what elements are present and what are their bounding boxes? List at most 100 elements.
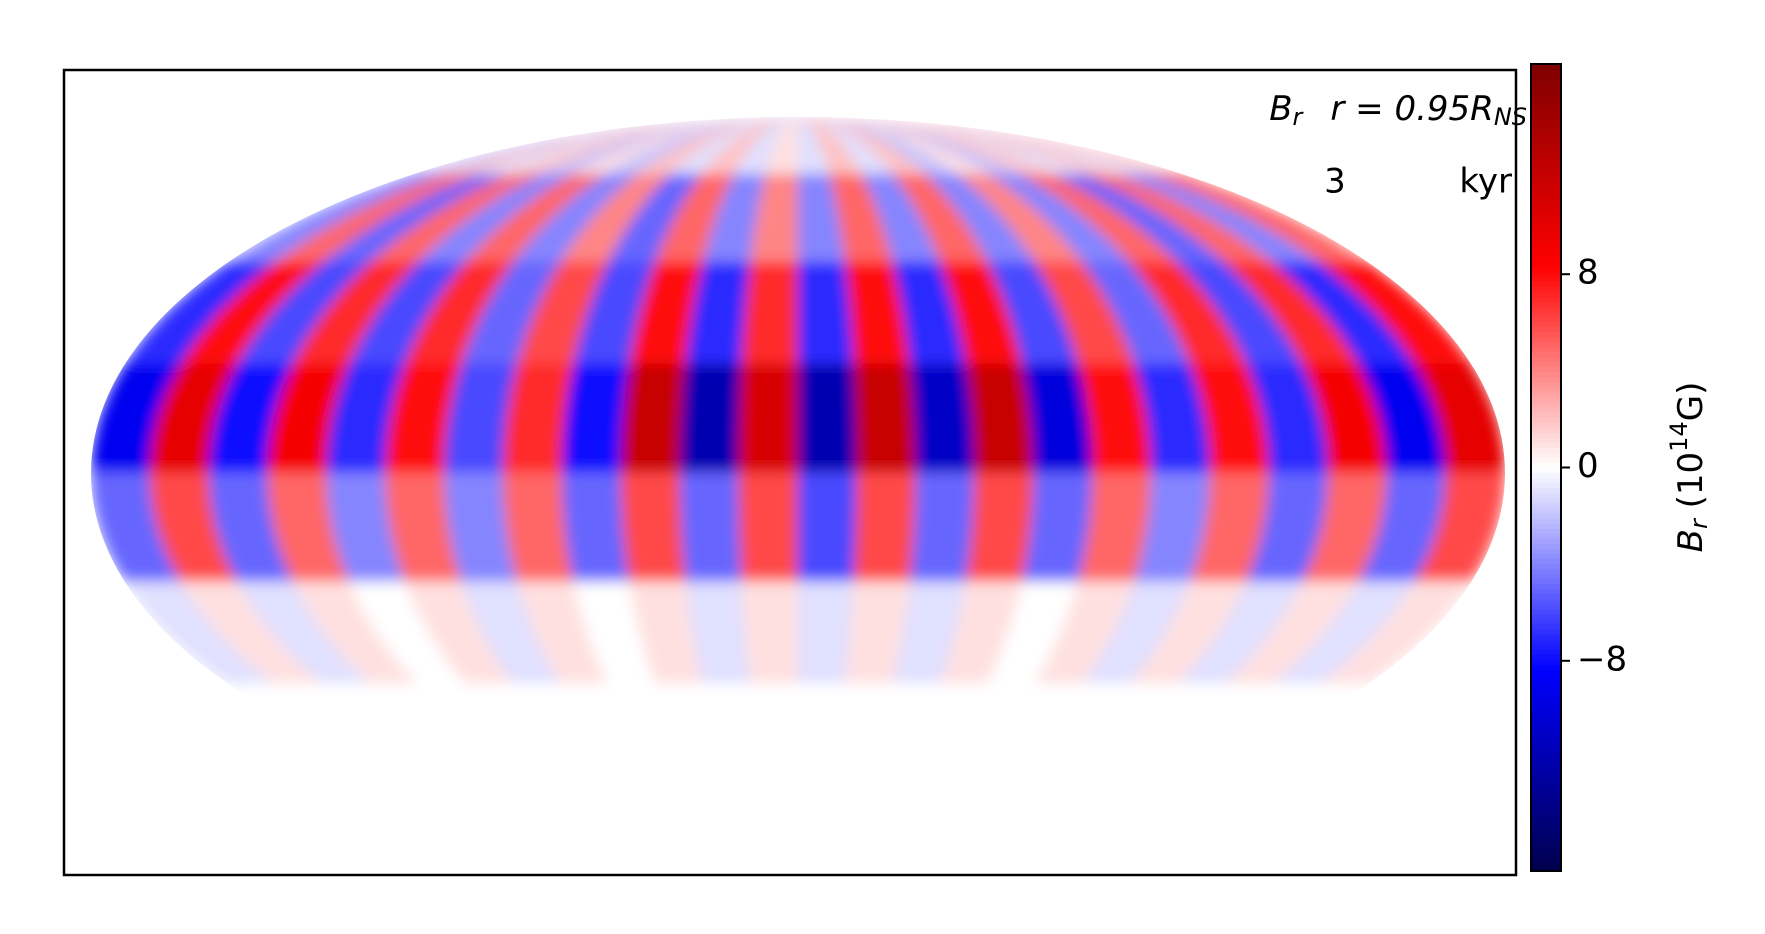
colorbar-step	[1531, 99, 1561, 105]
colorbar-step	[1531, 351, 1561, 358]
colorbar-step	[1531, 704, 1561, 711]
colorbar-step	[1531, 235, 1561, 242]
colorbar-step	[1531, 477, 1561, 484]
colorbar-step	[1531, 820, 1561, 827]
field-cell	[620, 472, 687, 583]
colorbar-step	[1531, 775, 1561, 781]
colorbar-step	[1531, 280, 1561, 287]
colorbar-step	[1531, 739, 1561, 746]
colorbar-step	[1531, 205, 1561, 211]
colorbar-step	[1531, 114, 1561, 121]
colorbar-step	[1531, 462, 1561, 469]
colorbar-step	[1531, 744, 1561, 751]
colorbar-step	[1531, 381, 1561, 388]
colorbar-step	[1531, 724, 1561, 731]
colorbar-step	[1531, 528, 1561, 534]
colorbar-step	[1531, 301, 1561, 307]
colorbar-step	[1531, 825, 1561, 832]
colorbar-step	[1531, 265, 1561, 272]
colorbar-step	[1531, 84, 1561, 90]
field-cell	[738, 363, 799, 474]
colorbar-step	[1531, 406, 1561, 413]
colorbar-step	[1531, 790, 1561, 796]
colorbar-step	[1531, 603, 1561, 610]
colorbar-step	[1531, 805, 1561, 812]
field-cell	[738, 472, 799, 583]
colorbar-step	[1531, 366, 1561, 373]
colorbar-step	[1531, 664, 1561, 670]
field-cell	[797, 581, 855, 685]
colorbar-step	[1531, 159, 1561, 166]
colorbar-step	[1531, 644, 1561, 650]
colorbar-step	[1531, 815, 1561, 822]
colorbar-step	[1531, 412, 1561, 418]
colorbar-step	[1531, 780, 1561, 786]
field-cell	[620, 363, 687, 474]
colorbar-step	[1531, 250, 1561, 257]
colorbar-step	[1531, 487, 1561, 494]
colorbar-step	[1531, 860, 1561, 867]
colorbar-step	[1531, 129, 1561, 136]
colorbar-step	[1531, 840, 1561, 847]
field-cell	[965, 363, 1035, 474]
colorbar-frame	[1530, 63, 1562, 872]
annotation: Br r = 0.95RNS	[1269, 89, 1527, 132]
colorbar-step	[1531, 709, 1561, 716]
colorbar-step	[1531, 558, 1561, 564]
colorbar-step	[1531, 533, 1561, 539]
axes-frame	[62, 68, 1518, 877]
colorbar-step	[1531, 154, 1561, 161]
colorbar-tick-label: 8	[1577, 253, 1599, 293]
colorbar-tick-label: 0	[1577, 446, 1599, 486]
colorbar-step	[1531, 185, 1561, 191]
colorbar-label: Br (1014G)	[1665, 382, 1713, 553]
colorbar-step	[1531, 119, 1561, 126]
colorbar-step	[1531, 371, 1561, 378]
colorbar-step	[1531, 427, 1561, 433]
field-cell	[561, 472, 631, 583]
colorbar-step	[1531, 467, 1561, 474]
colorbar-step	[1531, 316, 1561, 322]
colorbar-step	[1531, 633, 1561, 640]
colorbar-step	[1531, 754, 1561, 761]
colorbar-step	[1531, 770, 1561, 776]
field-cell	[679, 472, 743, 583]
colorbar-step	[1531, 502, 1561, 509]
colorbar-step	[1531, 835, 1561, 842]
colorbar-step	[1531, 810, 1561, 817]
colorbar-step	[1531, 507, 1561, 514]
radius-sub: NS	[1494, 103, 1527, 131]
field-cell	[679, 363, 743, 474]
colorbar-step	[1531, 714, 1561, 721]
field-cell	[561, 363, 631, 474]
colorbar-step	[1531, 734, 1561, 741]
cb-sub: r	[1685, 517, 1713, 529]
field-cell	[797, 472, 858, 583]
colorbar-step	[1531, 573, 1561, 580]
colorbar-step	[1531, 563, 1561, 569]
colorbar-step	[1531, 270, 1561, 277]
colorbar-step	[1531, 850, 1561, 857]
colorbar-step	[1531, 149, 1561, 156]
colorbar-step	[1531, 290, 1561, 297]
colorbar-step	[1531, 391, 1561, 398]
field-cell	[965, 472, 1035, 583]
colorbar-step	[1531, 134, 1561, 141]
colorbar-step	[1531, 74, 1561, 80]
colorbar-step	[1531, 336, 1561, 343]
colorbar-step	[1531, 341, 1561, 348]
colorbar-step	[1531, 422, 1561, 428]
field-cell	[853, 363, 917, 474]
colorbar-step	[1531, 689, 1561, 696]
colorbar-step	[1531, 522, 1561, 529]
map	[91, 117, 1505, 829]
colorbar-step	[1531, 543, 1561, 549]
colorbar-step	[1531, 578, 1561, 585]
colorbar-step	[1531, 64, 1561, 70]
colorbar-step	[1531, 69, 1561, 75]
time: 3	[1324, 162, 1346, 202]
cb-unit: G)	[1671, 382, 1711, 422]
colorbar-step	[1531, 593, 1561, 600]
cb-symbol: B	[1671, 529, 1711, 552]
